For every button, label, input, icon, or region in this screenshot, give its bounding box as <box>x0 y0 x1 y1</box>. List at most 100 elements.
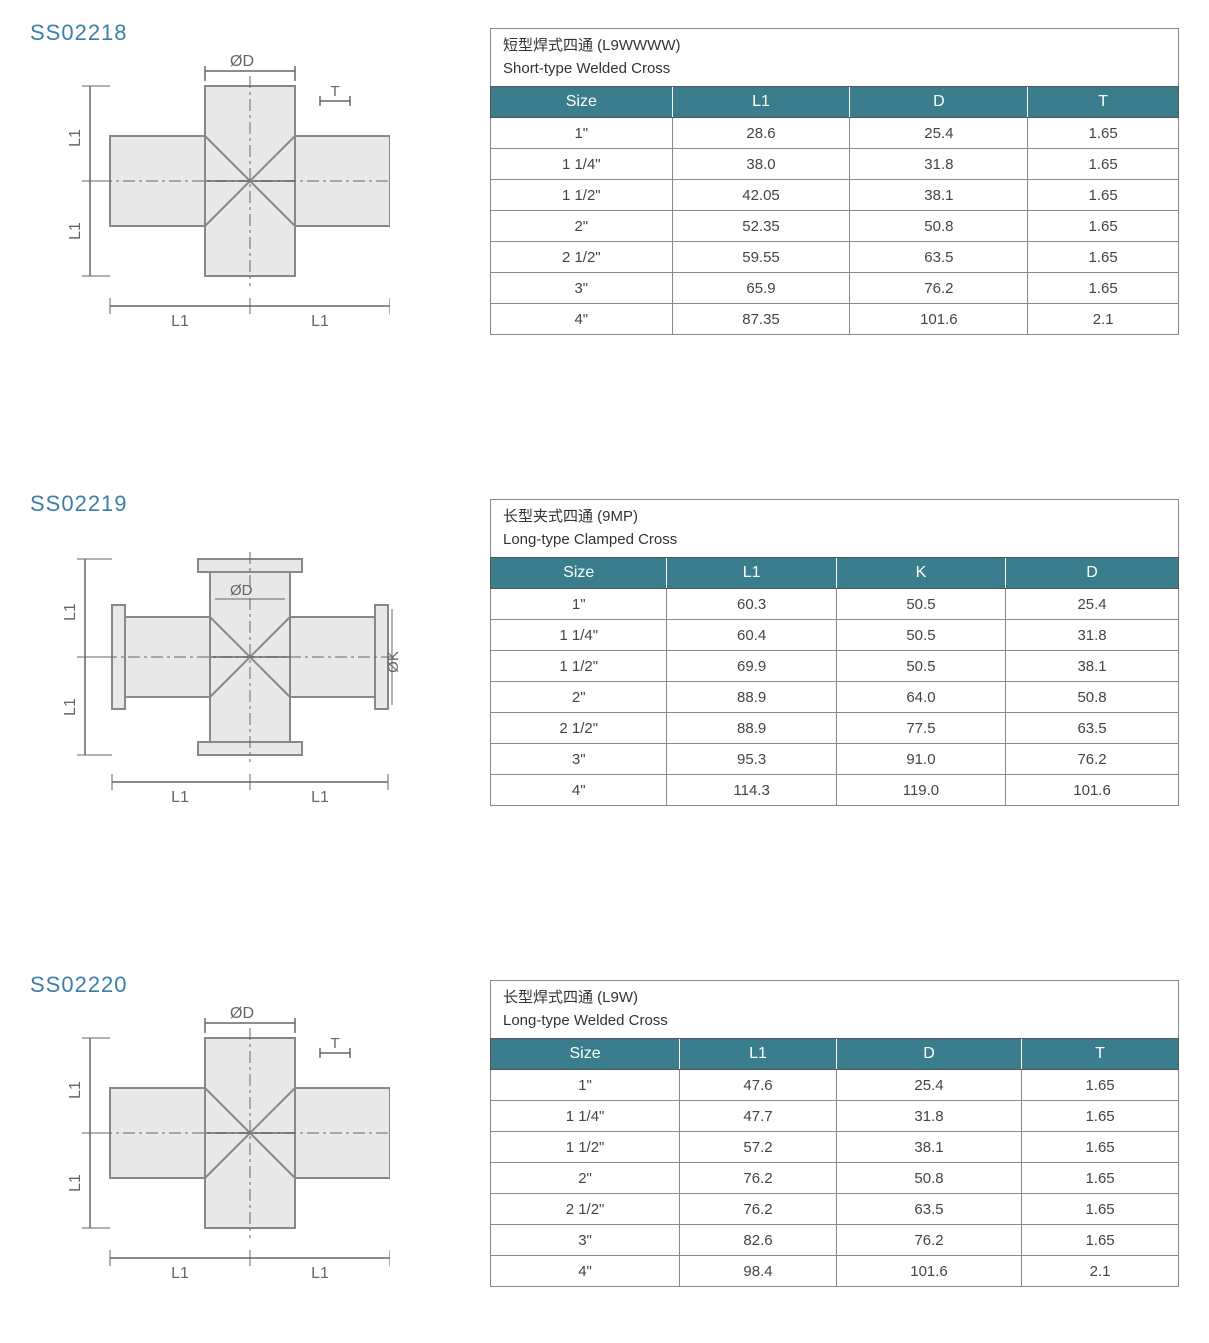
column-header: D <box>1006 558 1179 589</box>
technical-diagram: ØD T L1 L1 L1 L1 <box>30 998 490 1303</box>
table-cell: 101.6 <box>836 1256 1021 1287</box>
table-cell: 2 1/2" <box>491 1194 680 1225</box>
table-cell: 47.6 <box>680 1070 837 1101</box>
table-cell: 1 1/2" <box>491 1132 680 1163</box>
table-row: 1 1/4"47.731.81.65 <box>491 1101 1179 1132</box>
spec-table: 长型焊式四通 (L9W)Long-type Welded CrossSizeL1… <box>490 980 1179 1287</box>
table-cell: 25.4 <box>836 1070 1021 1101</box>
table-row: 4"87.35101.62.1 <box>491 304 1179 335</box>
column-header: T <box>1022 1039 1179 1070</box>
table-row: 1 1/2"57.238.11.65 <box>491 1132 1179 1163</box>
column-header: Size <box>491 558 667 589</box>
table-cell: 38.1 <box>1006 651 1179 682</box>
table-cell: 76.2 <box>680 1194 837 1225</box>
table-cell: 1.65 <box>1022 1132 1179 1163</box>
column-header: T <box>1028 87 1179 118</box>
table-row: 1"60.350.525.4 <box>491 589 1179 620</box>
table-row: 2 1/2"59.5563.51.65 <box>491 242 1179 273</box>
table-cell: 52.35 <box>672 211 850 242</box>
table-cell: 2" <box>491 682 667 713</box>
table-cell: 4" <box>491 775 667 806</box>
column-header: Size <box>491 87 673 118</box>
table-cell: 2" <box>491 211 673 242</box>
table-cell: 1.65 <box>1022 1070 1179 1101</box>
table-cell: 1 1/2" <box>491 180 673 211</box>
table-cell: 64.0 <box>836 682 1005 713</box>
table-title-cell: 长型夹式四通 (9MP)Long-type Clamped Cross <box>491 500 1179 558</box>
technical-diagram: ØD ØK L1 L1 L1 L1 <box>30 517 490 832</box>
dim-l1-right: L1 <box>311 313 329 330</box>
table-cell: 3" <box>491 744 667 775</box>
table-row: 3"95.391.076.2 <box>491 744 1179 775</box>
dim-l1-right: L1 <box>311 789 329 806</box>
dim-l1-bottom: L1 <box>67 222 84 240</box>
part-code: SS02218 <box>30 20 490 46</box>
table-cell: 3" <box>491 273 673 304</box>
dim-right: T <box>330 1035 339 1052</box>
dim-l1-top: L1 <box>62 603 79 621</box>
column-header: K <box>836 558 1005 589</box>
table-cell: 1.65 <box>1028 118 1179 149</box>
table-row: 2"76.250.81.65 <box>491 1163 1179 1194</box>
table-cell: 76.2 <box>836 1225 1021 1256</box>
column-header: L1 <box>680 1039 837 1070</box>
table-cell: 63.5 <box>850 242 1028 273</box>
spec-table: 长型夹式四通 (9MP)Long-type Clamped CrossSizeL… <box>490 499 1179 806</box>
table-row: 2"52.3550.81.65 <box>491 211 1179 242</box>
table-cell: 50.8 <box>850 211 1028 242</box>
table-cell: 31.8 <box>850 149 1028 180</box>
table-cell: 101.6 <box>1006 775 1179 806</box>
table-column: 短型焊式四通 (L9WWWW)Short-type Welded CrossSi… <box>490 28 1179 335</box>
table-cell: 3" <box>491 1225 680 1256</box>
table-cell: 1 1/4" <box>491 1101 680 1132</box>
column-header: L1 <box>672 87 850 118</box>
dim-l1-top: L1 <box>67 129 84 147</box>
table-title-cell: 短型焊式四通 (L9WWWW)Short-type Welded Cross <box>491 29 1179 87</box>
table-cell: 1 1/2" <box>491 651 667 682</box>
table-cell: 38.1 <box>850 180 1028 211</box>
table-cell: 47.7 <box>680 1101 837 1132</box>
title-english: Short-type Welded Cross <box>503 58 1166 81</box>
product-section: SS02220 ØD T L1 L1 L1 L1 长型焊式四通 (L9W)Lon… <box>30 972 1179 1303</box>
table-cell: 1" <box>491 589 667 620</box>
table-cell: 1.65 <box>1022 1101 1179 1132</box>
table-row: 1 1/2"42.0538.11.65 <box>491 180 1179 211</box>
dim-l1-right: L1 <box>311 1265 329 1282</box>
cross-diagram-clamped: ØD ØK L1 L1 L1 L1 <box>30 517 410 827</box>
table-cell: 28.6 <box>672 118 850 149</box>
table-cell: 101.6 <box>850 304 1028 335</box>
dim-l1-left: L1 <box>171 313 189 330</box>
table-row: 1 1/2"69.950.538.1 <box>491 651 1179 682</box>
table-cell: 1 1/4" <box>491 620 667 651</box>
table-row: 4"114.3119.0101.6 <box>491 775 1179 806</box>
column-header: D <box>836 1039 1021 1070</box>
dim-right: T <box>330 83 339 100</box>
column-header: D <box>850 87 1028 118</box>
table-cell: 88.9 <box>667 713 836 744</box>
column-header: L1 <box>667 558 836 589</box>
table-row: 1"28.625.41.65 <box>491 118 1179 149</box>
table-cell: 1.65 <box>1022 1194 1179 1225</box>
table-cell: 1.65 <box>1028 273 1179 304</box>
table-cell: 95.3 <box>667 744 836 775</box>
dim-l1-top: L1 <box>67 1081 84 1099</box>
cross-diagram-welded: ØD T L1 L1 L1 L1 <box>30 998 390 1298</box>
table-cell: 65.9 <box>672 273 850 304</box>
table-cell: 1.65 <box>1028 180 1179 211</box>
dim-l1-bottom: L1 <box>67 1174 84 1192</box>
part-code: SS02220 <box>30 972 490 998</box>
table-cell: 2 1/2" <box>491 242 673 273</box>
cross-diagram-welded: ØD T L1 L1 L1 L1 <box>30 46 390 346</box>
table-cell: 57.2 <box>680 1132 837 1163</box>
title-english: Long-type Clamped Cross <box>503 529 1166 552</box>
table-cell: 1 1/4" <box>491 149 673 180</box>
table-cell: 87.35 <box>672 304 850 335</box>
table-cell: 60.3 <box>667 589 836 620</box>
table-cell: 63.5 <box>836 1194 1021 1225</box>
table-cell: 82.6 <box>680 1225 837 1256</box>
table-cell: 98.4 <box>680 1256 837 1287</box>
table-cell: 76.2 <box>680 1163 837 1194</box>
table-cell: 1.65 <box>1028 211 1179 242</box>
table-row: 2"88.964.050.8 <box>491 682 1179 713</box>
table-cell: 91.0 <box>836 744 1005 775</box>
